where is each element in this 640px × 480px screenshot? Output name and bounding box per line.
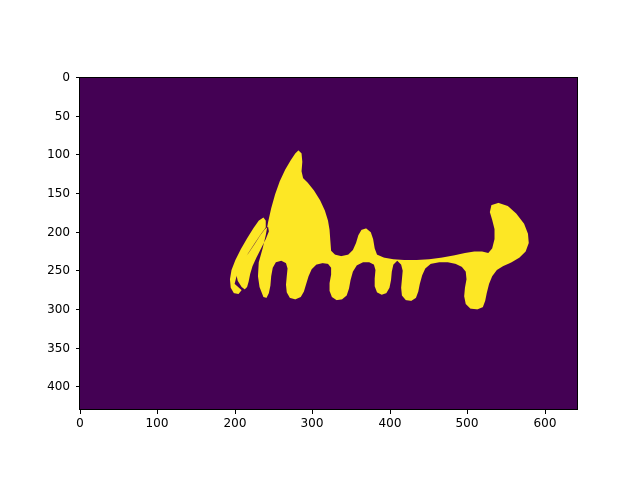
x-tick-label: 200 — [223, 416, 247, 430]
axis-spine-left — [79, 77, 80, 410]
x-tick-mark — [157, 410, 158, 414]
x-tick-label: 0 — [76, 416, 84, 430]
x-tick-label: 500 — [455, 416, 479, 430]
y-tick-label: 350 — [47, 341, 70, 355]
y-tick-mark — [75, 270, 79, 271]
y-tick-label: 100 — [47, 147, 70, 161]
x-tick-mark — [390, 410, 391, 414]
y-tick-mark — [75, 154, 79, 155]
image-axes — [79, 77, 577, 409]
x-tick-mark — [467, 410, 468, 414]
y-tick-label: 0 — [62, 70, 70, 84]
mask-foreground-front-leg — [229, 217, 266, 294]
y-tick-label: 400 — [47, 379, 70, 393]
x-tick-mark — [80, 410, 81, 414]
axis-spine-right — [577, 77, 578, 410]
y-tick-mark — [75, 77, 79, 78]
axis-spine-top — [79, 77, 578, 78]
y-tick-mark — [75, 309, 79, 310]
axis-spine-bottom — [79, 409, 578, 410]
y-tick-label: 150 — [47, 186, 70, 200]
y-tick-label: 300 — [47, 302, 70, 316]
x-tick-label: 100 — [145, 416, 169, 430]
x-tick-mark — [235, 410, 236, 414]
y-tick-mark — [75, 386, 79, 387]
mask-foreground-body — [236, 150, 529, 310]
y-tick-label: 250 — [47, 263, 70, 277]
y-tick-mark — [75, 348, 79, 349]
x-tick-label: 600 — [533, 416, 557, 430]
x-tick-label: 400 — [378, 416, 402, 430]
y-tick-mark — [75, 116, 79, 117]
x-tick-label: 300 — [300, 416, 324, 430]
x-tick-mark — [312, 410, 313, 414]
y-tick-label: 200 — [47, 225, 70, 239]
y-tick-mark — [75, 232, 79, 233]
y-tick-mark — [75, 193, 79, 194]
y-tick-label: 50 — [54, 109, 70, 123]
segmentation-mask-image — [79, 77, 577, 409]
x-tick-mark — [545, 410, 546, 414]
